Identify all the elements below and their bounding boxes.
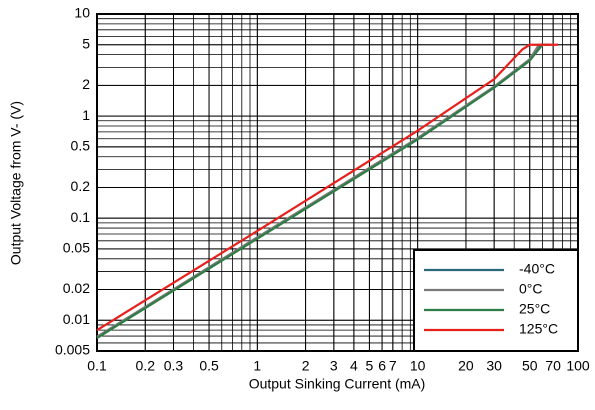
x-tick-label: 3 <box>330 358 338 374</box>
x-tick-label: 0.5 <box>199 358 219 374</box>
y-axis-label: Output Voltage from V- (V) <box>8 101 24 265</box>
y-tick-label: 0.1 <box>71 209 91 225</box>
x-tick-label: 0.2 <box>136 358 156 374</box>
x-tick-label: 20 <box>458 358 474 374</box>
x-tick-label: 0.3 <box>164 358 184 374</box>
y-tick-label: 0.01 <box>63 311 90 327</box>
x-tick-label: 2 <box>302 358 310 374</box>
y-tick-label: 2 <box>82 76 90 92</box>
y-tick-label: 0.05 <box>63 240 90 256</box>
x-tick-label: 4 <box>350 358 358 374</box>
series-line <box>96 43 558 332</box>
x-tick-label: 50 <box>522 358 538 374</box>
legend-box <box>413 249 579 352</box>
legend-label: 125°C <box>519 321 558 337</box>
y-tick-label: 0.2 <box>71 178 91 194</box>
y-tick-label: 5 <box>82 35 90 51</box>
x-tick-label: 70 <box>545 358 561 374</box>
plot-frame <box>96 13 579 352</box>
x-tick-label: 100 <box>566 358 590 374</box>
y-tick-label: 1 <box>82 107 90 123</box>
x-tick-label: 5 <box>366 358 374 374</box>
x-tick-label: 6 <box>378 358 386 374</box>
x-tick-label: 1 <box>253 358 261 374</box>
x-tick-label: 10 <box>410 358 426 374</box>
x-tick-label: 30 <box>486 358 502 374</box>
y-tick-label: 10 <box>74 5 90 21</box>
legend-label: -40°C <box>519 261 555 277</box>
x-tick-label: 7 <box>389 358 397 374</box>
y-tick-label: 0.02 <box>63 280 90 296</box>
y-tick-label: 0.005 <box>55 342 90 358</box>
legend-label: 0°C <box>519 281 543 297</box>
x-tick-label: 0.1 <box>87 358 107 374</box>
x-axis-label: Output Sinking Current (mA) <box>249 376 426 392</box>
legend-label: 25°C <box>519 301 550 317</box>
y-tick-label: 0.5 <box>71 138 91 154</box>
